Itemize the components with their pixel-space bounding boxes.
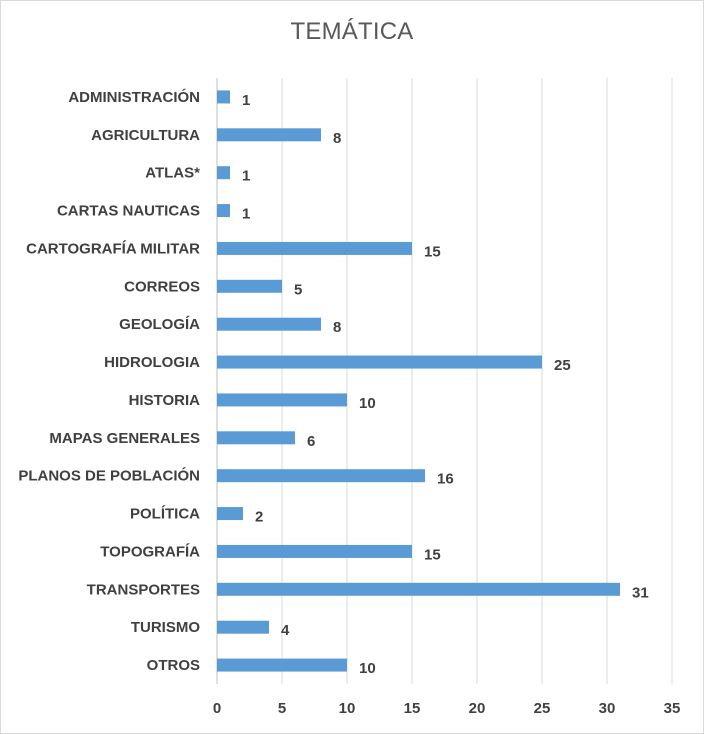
category-label: CARTAS NAUTICAS <box>57 203 200 220</box>
category-label: OTROS <box>147 657 200 674</box>
data-label: 1 <box>242 168 250 185</box>
x-tick-label: 35 <box>664 700 681 717</box>
bar-15 <box>217 620 269 634</box>
x-tick-label: 25 <box>534 700 551 717</box>
data-label: 2 <box>255 509 263 526</box>
x-tick-label: 5 <box>278 700 286 717</box>
bar-13 <box>217 544 412 558</box>
bar-3 <box>217 166 230 180</box>
bar-10 <box>217 431 295 445</box>
x-tick-label: 15 <box>404 700 421 717</box>
data-label: 25 <box>554 357 571 374</box>
bar-5 <box>217 241 412 255</box>
bar-9 <box>217 393 347 407</box>
bar-11 <box>217 469 425 483</box>
category-label: ATLAS* <box>145 165 200 182</box>
bar-6 <box>217 279 282 293</box>
data-label: 15 <box>424 243 441 260</box>
bar-2 <box>217 128 321 142</box>
category-label: TURISMO <box>131 619 200 636</box>
category-label: CORREOS <box>124 278 200 295</box>
category-label: MAPAS GENERALES <box>49 430 200 447</box>
data-label: 1 <box>242 92 250 109</box>
data-label: 31 <box>632 584 649 601</box>
bar-4 <box>217 204 230 218</box>
category-label: TRANSPORTES <box>87 581 200 598</box>
x-tick-label: 30 <box>599 700 616 717</box>
category-label: PLANOS DE POBLACIÓN <box>18 467 200 485</box>
category-label: GEOLOGÍA <box>119 316 200 333</box>
data-label: 1 <box>242 206 250 223</box>
category-label: HIDROLOGIA <box>104 354 200 371</box>
category-label: POLÍTICA <box>130 506 200 523</box>
data-label: 16 <box>437 471 454 488</box>
category-label: HISTORIA <box>129 392 201 409</box>
bar-7 <box>217 317 321 331</box>
category-label: ADMINISTRACIÓN <box>68 88 200 106</box>
x-tick-label: 10 <box>339 700 356 717</box>
data-label: 5 <box>294 281 302 298</box>
data-label: 10 <box>359 660 376 677</box>
data-label: 6 <box>307 433 315 450</box>
x-tick-label: 20 <box>469 700 486 717</box>
bar-8 <box>217 355 542 369</box>
x-tick-label: 0 <box>213 700 221 717</box>
category-label: CARTOGRAFÍA MILITAR <box>26 240 200 257</box>
data-label: 4 <box>281 622 290 639</box>
data-label: 8 <box>333 319 341 336</box>
bar-1 <box>217 90 230 104</box>
bar-12 <box>217 507 243 521</box>
category-label: TOPOGRAFÍA <box>100 543 200 560</box>
chart-title: TEMÁTICA <box>290 18 414 45</box>
bar-14 <box>217 582 620 596</box>
data-label: 15 <box>424 546 441 563</box>
data-label: 10 <box>359 395 376 412</box>
data-label: 8 <box>333 130 341 147</box>
bar-16 <box>217 658 347 672</box>
category-label: AGRICULTURA <box>91 127 200 144</box>
